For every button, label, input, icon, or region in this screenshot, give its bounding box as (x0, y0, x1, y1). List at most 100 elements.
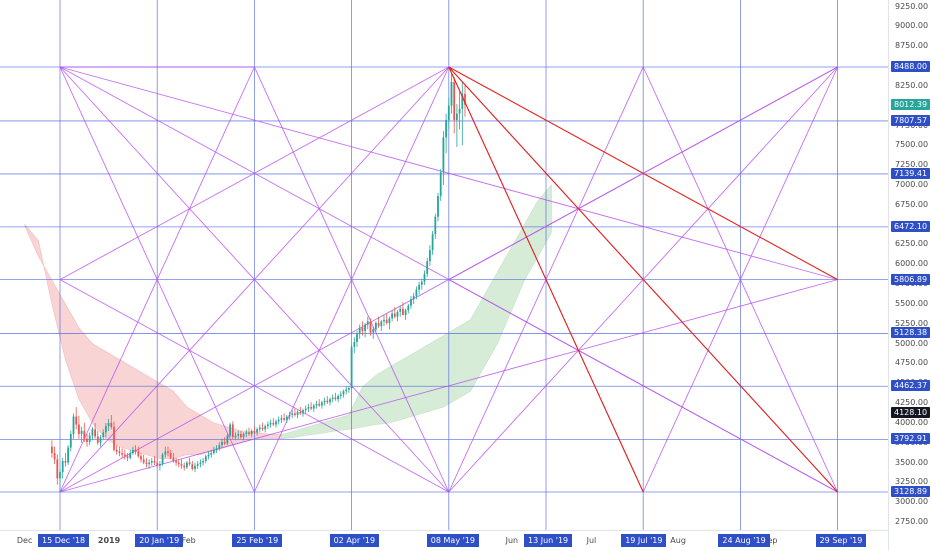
candle-body (283, 418, 285, 420)
price-tick-label: 4250.00 (895, 398, 929, 408)
candle-body (69, 434, 72, 448)
candle-body (375, 322, 377, 330)
price-level-badge: 3128.89 (891, 486, 931, 497)
candle-body (412, 296, 415, 300)
price-tick-label: 6000.00 (895, 259, 929, 269)
candle-body (183, 465, 186, 468)
candle-body (369, 321, 372, 333)
candle-body (323, 400, 326, 403)
candle-body (318, 403, 321, 406)
candlestick-series (51, 73, 466, 493)
price-tick-label: 8750.00 (895, 41, 929, 51)
candle-body (388, 318, 391, 323)
candle-body (123, 454, 126, 457)
candle-body (407, 305, 410, 311)
price-level-badge: 5806.89 (891, 273, 931, 285)
candle-body (61, 460, 64, 473)
price-axis[interactable]: 9250.009000.008750.008500.008250.008000.… (888, 0, 932, 550)
bullish-cloud (280, 183, 552, 440)
candle-body (391, 313, 393, 319)
candle-body (310, 407, 312, 409)
candle-body (91, 429, 94, 436)
gann-fan-line (448, 279, 838, 493)
candle-body (186, 462, 188, 468)
gann-fan-lines (59, 66, 839, 493)
candle-body (361, 327, 364, 331)
candle-body (161, 454, 164, 465)
candle-body (261, 427, 264, 430)
candle-body (172, 457, 175, 461)
candle-body (277, 419, 280, 422)
candle-body (51, 446, 53, 454)
candle-body (245, 432, 248, 435)
candle-body (234, 435, 237, 438)
candle-body (342, 391, 345, 395)
candle-body (429, 250, 431, 262)
gann-fan-line (59, 279, 838, 493)
candle-body (142, 459, 145, 463)
price-level-badge: 5128.38 (891, 327, 931, 339)
candle-body (269, 422, 272, 425)
candle-body (137, 451, 140, 457)
candle-body (296, 411, 299, 415)
candle-body (132, 449, 134, 454)
time-tick-label: 2019 (97, 536, 121, 545)
candle-body (312, 405, 315, 409)
candle-body (358, 327, 361, 335)
candle-body (80, 430, 83, 435)
candle-body (272, 422, 275, 425)
bearish-cloud (24, 223, 282, 460)
candle-body (126, 456, 129, 458)
candle-body (321, 402, 323, 406)
candle-body (94, 429, 96, 437)
price-tick-label: 5500.00 (895, 298, 929, 308)
candle-body (337, 395, 339, 400)
candle-body (99, 437, 102, 443)
candle-body (445, 119, 447, 138)
gann-date-badge: 19 Jul '19 (621, 534, 667, 547)
candle-body (250, 430, 253, 435)
candle-body (275, 421, 277, 425)
price-level-badge: 3792.91 (891, 433, 931, 445)
candle-body (64, 460, 67, 463)
gann-fan-line (59, 66, 838, 281)
candle-body (242, 434, 245, 438)
time-tick-label: ep (767, 536, 778, 545)
candle-body (267, 424, 269, 427)
candle-body (231, 424, 234, 438)
candle-body (302, 410, 304, 414)
time-tick-label: Aug (670, 536, 686, 545)
candle-body (167, 451, 169, 454)
candle-body (396, 311, 399, 317)
gann-date-badge: 02 Apr '19 (329, 534, 380, 547)
candle-body (180, 464, 183, 466)
candle-body (450, 81, 453, 106)
price-chart-plot[interactable] (0, 0, 888, 530)
time-tick-label: Feb (181, 536, 196, 545)
gann-fan-line (59, 66, 255, 493)
projection-lines (448, 66, 839, 493)
candle-body (353, 342, 356, 347)
candle-body (315, 403, 318, 406)
candle-body (385, 319, 388, 323)
candle-body (213, 449, 215, 454)
candle-body (56, 459, 59, 479)
candle-body (196, 464, 199, 466)
price-tick-label: 3000.00 (895, 497, 929, 507)
candle-body (447, 105, 450, 120)
candle-body (134, 449, 137, 452)
price-tick-label: 4750.00 (895, 358, 929, 368)
price-tick-label: 2750.00 (895, 517, 929, 527)
candle-body (418, 284, 420, 290)
candle-body (439, 172, 442, 197)
candle-body (372, 329, 375, 333)
candle-body (256, 429, 258, 433)
candle-body (145, 462, 148, 465)
candle-body (102, 432, 105, 438)
price-level-badge: 6472.10 (891, 220, 931, 232)
candle-body (118, 451, 121, 454)
candle-body (366, 321, 369, 325)
candle-body (461, 93, 464, 109)
